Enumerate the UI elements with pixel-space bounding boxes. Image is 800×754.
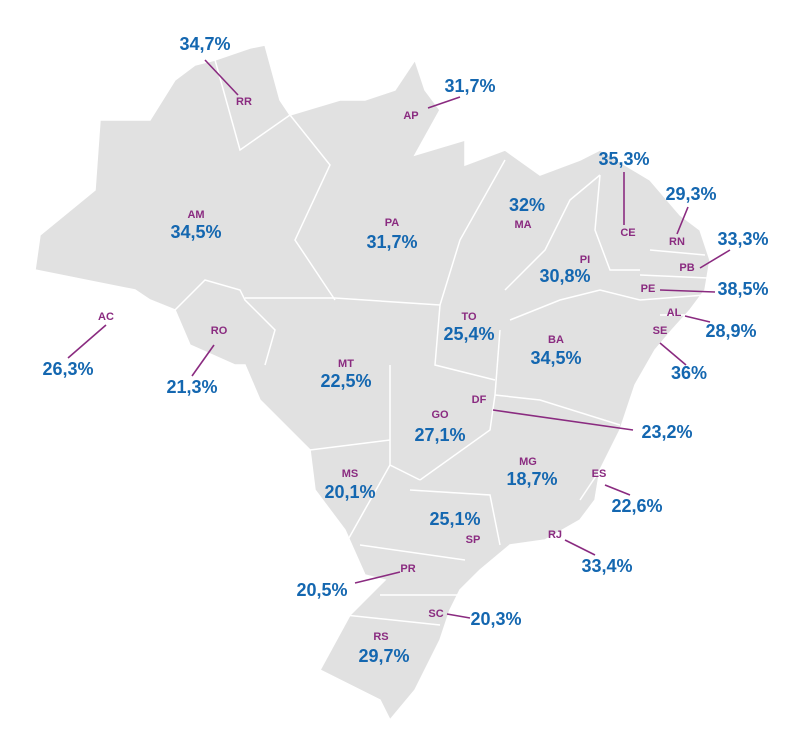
state-share: 30,8% [539,266,590,286]
state-share: 31,7% [444,76,495,96]
state-share: 25,1% [429,509,480,529]
state-share: 28,9% [705,321,756,341]
leader-line [204,59,239,96]
state-code: RO [211,325,228,337]
state-code: SE [653,325,668,337]
state-share: 20,1% [324,482,375,502]
state-share: 20,3% [470,609,521,629]
state-code: SC [428,608,443,620]
state-code: RS [373,631,388,643]
state-share: 21,3% [166,377,217,397]
state-share: 26,3% [42,359,93,379]
leader-line [446,613,471,619]
state-code: PI [580,254,590,266]
leader-line [684,315,711,323]
state-share: 22,6% [611,496,662,516]
state-code: AP [403,110,418,122]
leader-line [659,342,687,366]
state-share: 29,7% [358,646,409,666]
state-code: GO [431,409,449,421]
state-share: 33,3% [717,229,768,249]
state-share: 36% [671,363,707,383]
leader-line [564,539,596,556]
leader-line [659,289,716,293]
state-code: AM [187,209,204,221]
leader-line [67,324,107,359]
state-code: CE [620,227,635,239]
state-share: 20,5% [296,580,347,600]
state-share: 25,4% [443,324,494,344]
state-share: 34,5% [170,222,221,242]
state-share: 31,7% [366,232,417,252]
state-share: 29,3% [665,184,716,204]
state-share: 33,4% [581,556,632,576]
state-share: 23,2% [641,422,692,442]
state-code: PB [679,262,694,274]
leader-line [676,206,689,235]
state-code: PE [641,283,656,295]
country-shape [34,44,711,722]
state-code: DF [472,394,487,406]
state-borders [34,59,709,626]
state-code: SP [466,534,481,546]
leader-line [427,96,461,109]
state-share: 34,7% [179,34,230,54]
state-share: 38,5% [717,279,768,299]
state-code: PR [400,563,415,575]
state-share: 22,5% [320,371,371,391]
leader-line [191,344,215,377]
state-code: MS [342,468,359,480]
state-code: RJ [548,529,562,541]
state-share: 34,5% [530,348,581,368]
state-code: AL [667,307,682,319]
leader-line [604,484,631,496]
state-share: 35,3% [598,149,649,169]
state-code: TO [461,311,477,323]
state-share: 27,1% [414,425,465,445]
state-code: MG [519,456,537,468]
leader-line [699,249,731,269]
leader-line [492,409,634,431]
state-code: MA [514,219,531,231]
state-code: BA [548,334,564,346]
state-code: RR [236,96,252,108]
state-share: 32% [509,195,545,215]
state-code: MT [338,358,354,370]
state-code: PA [385,217,400,229]
state-code: AC [98,311,114,323]
state-code: RN [669,236,685,248]
state-code: ES [592,468,607,480]
leader-line [354,571,401,584]
state-share: 18,7% [506,469,557,489]
